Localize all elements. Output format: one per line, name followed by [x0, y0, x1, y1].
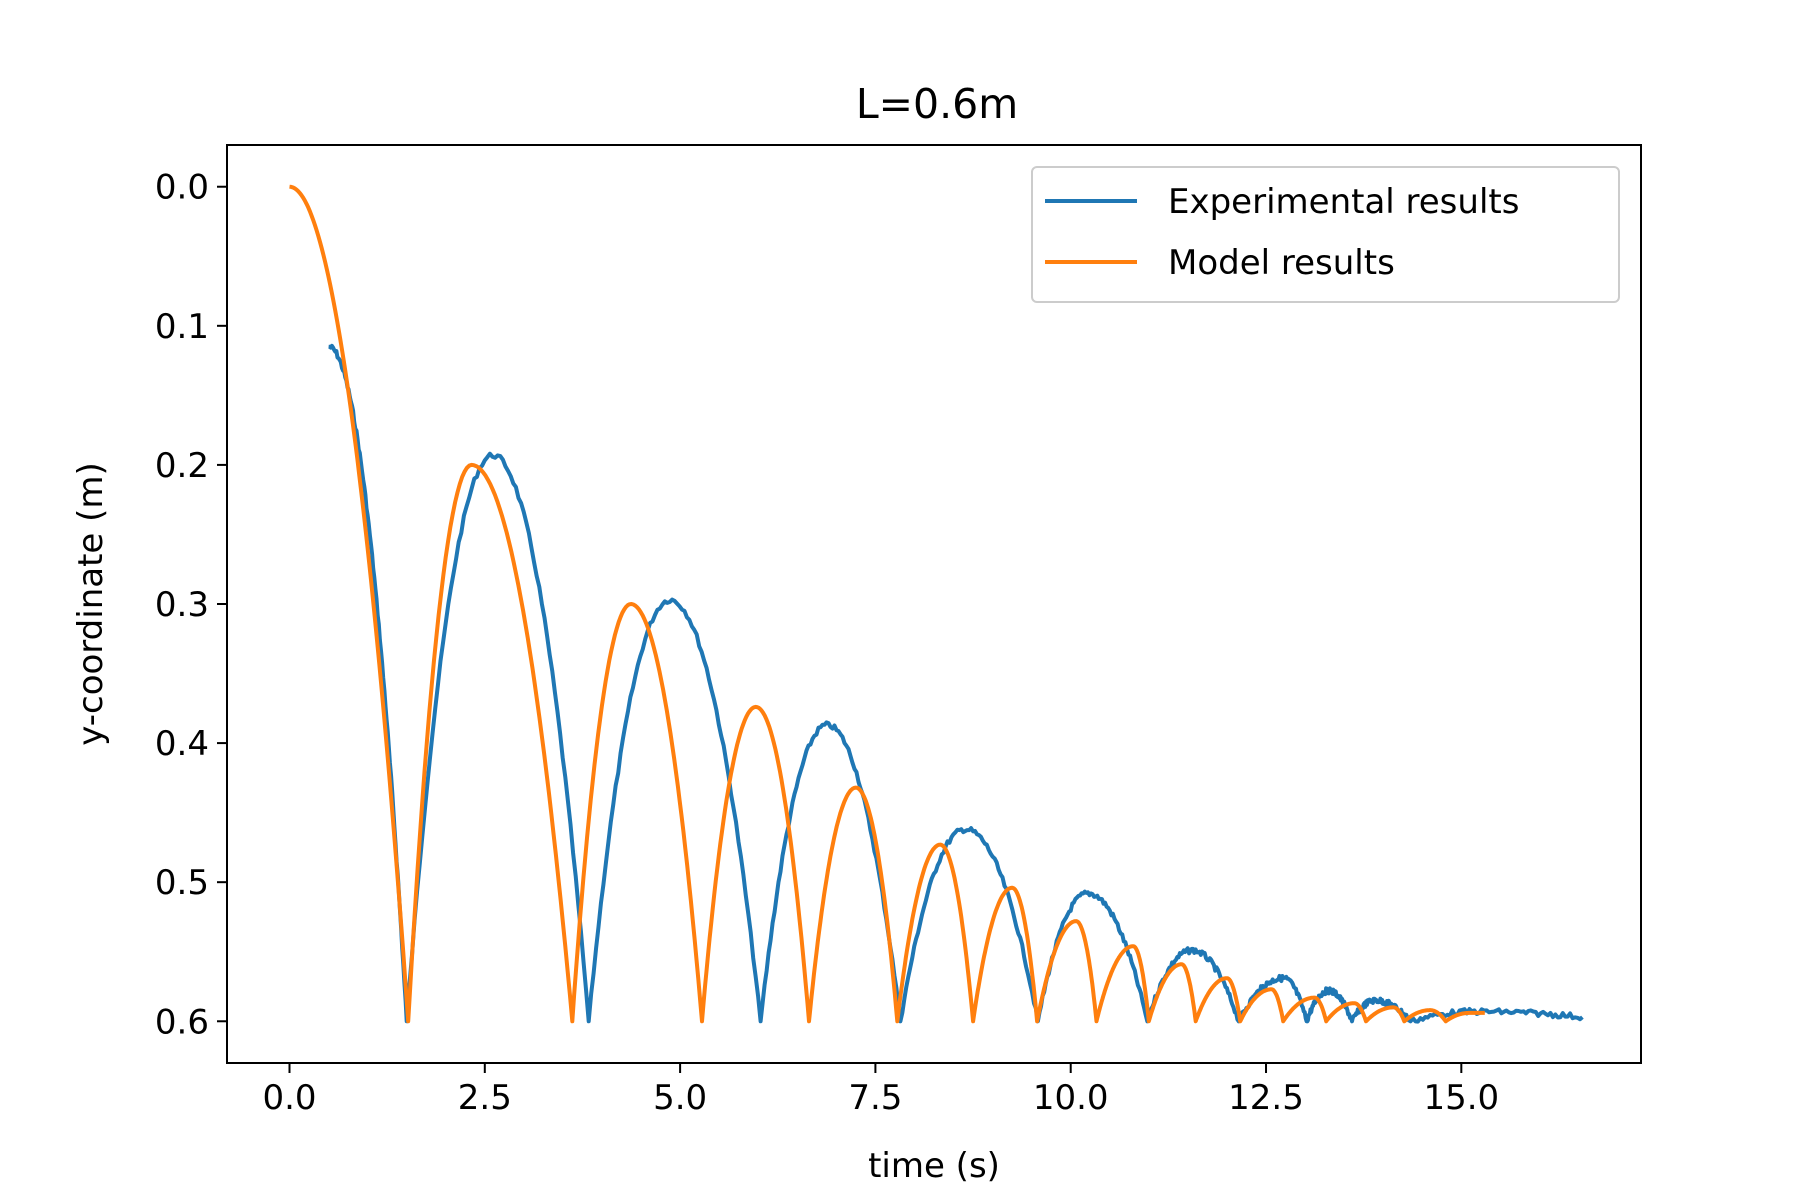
- x-axis: 0.0 2.5 5.0 7.5 10.0 12.5 15.0: [262, 1063, 1499, 1118]
- legend-label-model: Model results: [1168, 243, 1395, 283]
- y-tick-label: 0.3: [155, 585, 209, 625]
- series-layer: [289, 184, 1584, 1024]
- y-axis: 0.0 0.1 0.2 0.3 0.4 0.5 0.6: [155, 168, 227, 1042]
- y-axis-label: y-coordinate (m): [71, 462, 111, 746]
- y-tick-label: 0.1: [155, 307, 209, 347]
- legend-label-experimental: Experimental results: [1168, 182, 1519, 222]
- y-tick-label: 0.0: [155, 168, 209, 208]
- y-tick-label: 0.5: [155, 863, 209, 903]
- x-tick-label: 5.0: [653, 1078, 707, 1118]
- legend-box: [1031, 166, 1620, 303]
- y-tick-label: 0.4: [155, 724, 209, 764]
- x-tick-label: 12.5: [1228, 1078, 1304, 1118]
- x-tick-label: 15.0: [1423, 1078, 1499, 1118]
- x-tick-label: 2.5: [458, 1078, 512, 1118]
- x-tick-label: 7.5: [848, 1078, 902, 1118]
- x-tick-label: 0.0: [262, 1078, 316, 1118]
- series-line-model: [289, 184, 1487, 1024]
- chart-title: L=0.6m: [856, 80, 1018, 128]
- x-axis-label: time (s): [868, 1146, 1000, 1186]
- legend: Experimental results Model results: [1031, 166, 1620, 303]
- x-tick-label: 10.0: [1033, 1078, 1109, 1118]
- y-tick-label: 0.2: [155, 446, 209, 486]
- y-tick-label: 0.6: [155, 1002, 209, 1042]
